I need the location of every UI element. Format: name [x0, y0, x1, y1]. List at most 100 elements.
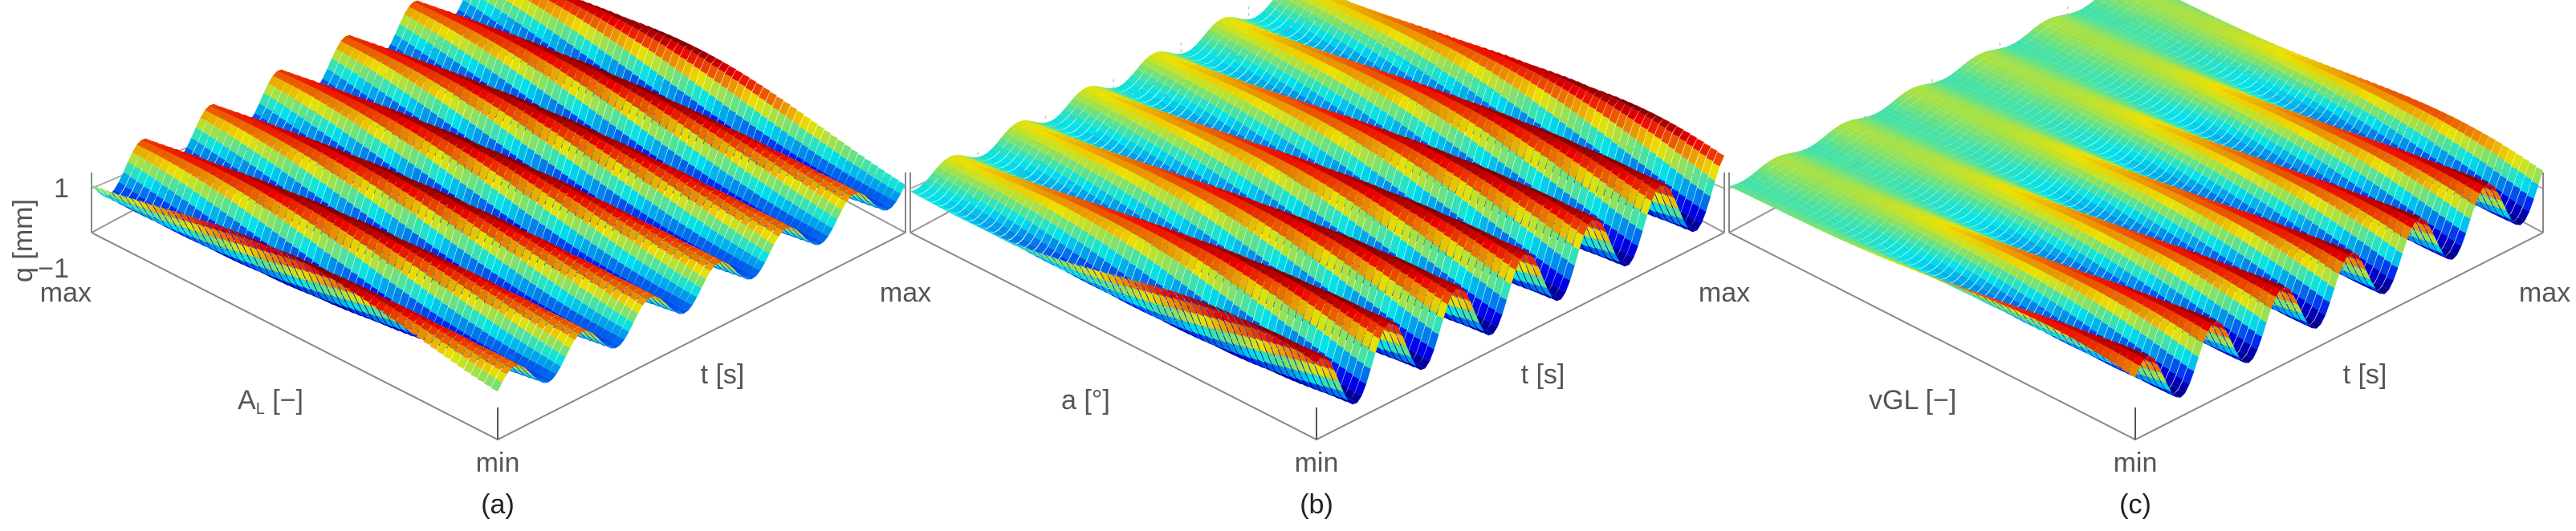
surface-facet — [532, 47, 544, 58]
surface-facet — [403, 119, 415, 131]
surface-facet — [206, 188, 218, 205]
surface-facet — [546, 15, 558, 32]
surface-facet — [553, 19, 565, 37]
surface-facet — [272, 101, 284, 116]
surface-facet — [150, 180, 162, 195]
surface-facet — [306, 124, 318, 140]
surface-facet — [605, 10, 617, 16]
surface-facet — [256, 156, 268, 173]
surface-facet — [125, 196, 137, 207]
surface-facet — [267, 124, 279, 130]
surface-facet — [200, 110, 212, 122]
surface-facet — [181, 226, 193, 238]
surface-facet — [490, 7, 502, 22]
surface-facet — [313, 163, 325, 180]
surface-facet — [551, 4, 563, 19]
surface-facet — [157, 184, 169, 200]
surface-facet — [285, 226, 298, 245]
surface-facet — [336, 153, 348, 165]
surface-facet — [220, 120, 232, 134]
surface-facet — [211, 227, 223, 241]
surface-facet — [517, 59, 529, 77]
surface-facet — [252, 128, 264, 140]
surface-facet — [143, 143, 155, 152]
surface-facet — [397, 53, 409, 58]
surface-facet — [471, 45, 483, 62]
surface-facet — [140, 212, 153, 221]
surface-facet — [283, 135, 295, 146]
surface-facet — [229, 240, 241, 254]
surface-facet — [261, 144, 273, 160]
surface-facet — [598, 34, 610, 52]
surface-facet — [332, 48, 344, 63]
surface-facet — [218, 229, 230, 242]
surface-facet — [492, 28, 504, 35]
surface-facet — [537, 45, 549, 51]
surface-facet — [419, 66, 431, 77]
surface-facet — [157, 148, 169, 159]
surface-facet — [496, 47, 508, 63]
surface-facet — [114, 181, 126, 193]
surface-facet — [344, 97, 356, 108]
surface-facet — [268, 75, 280, 87]
surface-facet — [293, 116, 305, 131]
surface-facet — [299, 154, 311, 171]
surface-facet — [437, 69, 450, 77]
surface-facet — [189, 191, 201, 208]
surface-facet — [311, 112, 323, 129]
surface-facet — [499, 63, 511, 81]
surface-facet — [258, 207, 271, 225]
surface-facet — [609, 27, 621, 43]
surface-facet — [440, 76, 452, 90]
surface-facet — [103, 193, 115, 201]
surface-facet — [476, 112, 488, 132]
surface-facet — [471, 127, 483, 145]
surface-facet — [328, 191, 340, 209]
surface-facet — [333, 177, 345, 195]
surface-facet — [358, 39, 371, 47]
surface-facet — [485, 54, 497, 71]
surface-facet — [478, 88, 490, 100]
surface-facet — [410, 58, 422, 63]
surface-facet — [435, 14, 447, 25]
surface-facet — [265, 212, 277, 229]
surface-facet — [213, 222, 225, 233]
surface-facet — [421, 42, 433, 57]
surface-facet — [245, 237, 257, 250]
surface-facet — [150, 209, 162, 221]
surface-facet — [299, 198, 311, 207]
surface-facet — [415, 37, 427, 52]
surface-facet — [270, 128, 282, 139]
surface-facet — [234, 172, 246, 180]
surface-facet — [201, 233, 214, 245]
surface-facet — [204, 225, 216, 238]
surface-facet — [467, 22, 479, 31]
surface-facet — [548, 66, 560, 83]
surface-facet — [159, 159, 171, 172]
surface-facet — [484, 0, 489, 2]
surface-facet — [580, 2, 592, 11]
surface-facet — [512, 37, 524, 46]
surface-facet — [376, 142, 389, 160]
surface-facet — [150, 145, 162, 156]
surface-facet — [274, 236, 286, 254]
surface-facet — [161, 146, 173, 152]
surface-facet — [482, 118, 494, 136]
surface-facet — [270, 200, 282, 216]
surface-facet — [528, 18, 540, 35]
surface-facet — [344, 169, 356, 186]
surface-facet — [148, 214, 160, 224]
surface-facet — [145, 201, 157, 213]
surface-facet — [555, 38, 568, 55]
surface-facet — [291, 74, 303, 81]
surface-facet — [109, 195, 121, 205]
surface-facet — [598, 8, 610, 13]
surface-facet — [240, 211, 252, 229]
surface-facet — [218, 180, 230, 196]
surface-facet — [462, 77, 474, 82]
surface-facet — [193, 142, 206, 156]
surface-facet — [519, 40, 531, 50]
surface-facet — [136, 140, 149, 148]
surface-facet — [322, 147, 334, 157]
surface-facet — [220, 197, 232, 214]
